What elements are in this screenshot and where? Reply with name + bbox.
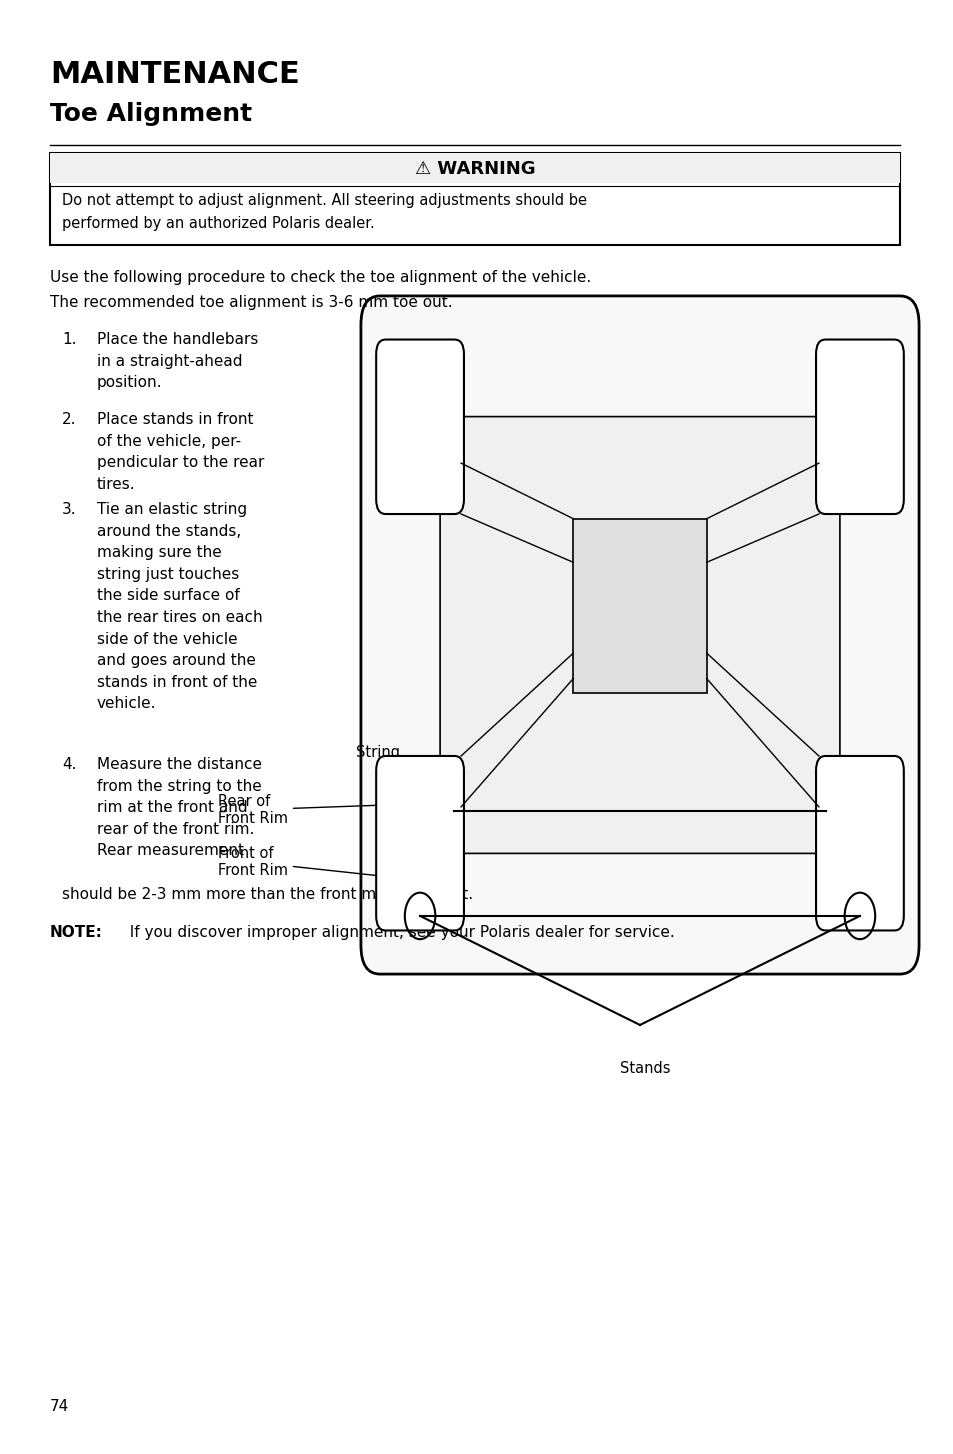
Text: performed by an authorized Polaris dealer.: performed by an authorized Polaris deale… — [62, 217, 375, 231]
Text: Tie an elastic string
around the stands,
making sure the
string just touches
the: Tie an elastic string around the stands,… — [97, 502, 262, 711]
Text: should be 2-3 mm more than the front measurement.: should be 2-3 mm more than the front mea… — [62, 887, 473, 901]
Text: NOTE:: NOTE: — [50, 925, 103, 939]
Text: ⚠ WARNING: ⚠ WARNING — [415, 160, 535, 177]
Text: MAINTENANCE: MAINTENANCE — [50, 60, 299, 89]
Text: Place the handlebars
in a straight-ahead
position.: Place the handlebars in a straight-ahead… — [97, 332, 258, 390]
FancyBboxPatch shape — [50, 153, 899, 183]
FancyBboxPatch shape — [815, 756, 902, 931]
Text: 3.: 3. — [62, 502, 76, 518]
FancyBboxPatch shape — [815, 340, 902, 515]
Text: Measure the distance
from the string to the
rim at the front and
rear of the fro: Measure the distance from the string to … — [97, 758, 262, 858]
Text: Rear of
Front Rim: Rear of Front Rim — [217, 794, 451, 826]
Text: The recommended toe alignment is 3-6 mm toe out.: The recommended toe alignment is 3-6 mm … — [50, 295, 452, 310]
Text: Place stands in front
of the vehicle, per-
pendicular to the rear
tires.: Place stands in front of the vehicle, pe… — [97, 411, 264, 491]
Text: If you discover improper alignment, see your Polaris dealer for service.: If you discover improper alignment, see … — [120, 925, 674, 939]
FancyBboxPatch shape — [439, 417, 839, 853]
FancyBboxPatch shape — [360, 297, 918, 974]
Text: String: String — [355, 746, 461, 810]
FancyBboxPatch shape — [375, 340, 463, 515]
FancyBboxPatch shape — [50, 153, 899, 246]
Text: 74: 74 — [50, 1399, 70, 1413]
Text: Stands: Stands — [618, 1061, 669, 1076]
FancyBboxPatch shape — [375, 756, 463, 931]
Text: 2.: 2. — [62, 411, 76, 427]
Text: Toe Alignment: Toe Alignment — [50, 102, 252, 126]
Text: 1.: 1. — [62, 332, 76, 348]
Text: Do not attempt to adjust alignment. All steering adjustments should be: Do not attempt to adjust alignment. All … — [62, 193, 586, 208]
Text: 4.: 4. — [62, 758, 76, 772]
Text: Use the following procedure to check the toe alignment of the vehicle.: Use the following procedure to check the… — [50, 270, 591, 285]
Text: Front of
Front Rim: Front of Front Rim — [217, 846, 451, 884]
Bar — [573, 519, 706, 694]
